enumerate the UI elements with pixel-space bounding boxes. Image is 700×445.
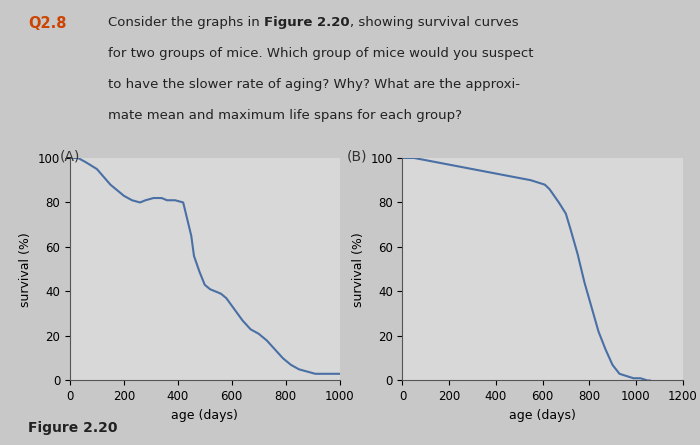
Text: Consider the graphs in: Consider the graphs in — [108, 16, 265, 28]
Text: Figure 2.20: Figure 2.20 — [28, 421, 118, 434]
Text: (A): (A) — [60, 149, 80, 163]
Text: (B): (B) — [346, 149, 367, 163]
X-axis label: age (days): age (days) — [509, 409, 576, 422]
Text: to have the slower rate of aging? Why? What are the approxi-: to have the slower rate of aging? Why? W… — [108, 78, 521, 91]
Y-axis label: survival (%): survival (%) — [20, 232, 32, 307]
Text: Figure 2.20: Figure 2.20 — [265, 16, 350, 28]
Text: Q2.8: Q2.8 — [28, 16, 66, 31]
Text: for two groups of mice. Which group of mice would you suspect: for two groups of mice. Which group of m… — [108, 47, 534, 60]
Text: mate mean and maximum life spans for each group?: mate mean and maximum life spans for eac… — [108, 109, 463, 122]
Text: , showing survival curves: , showing survival curves — [350, 16, 519, 28]
Y-axis label: survival (%): survival (%) — [352, 232, 365, 307]
X-axis label: age (days): age (days) — [172, 409, 238, 422]
